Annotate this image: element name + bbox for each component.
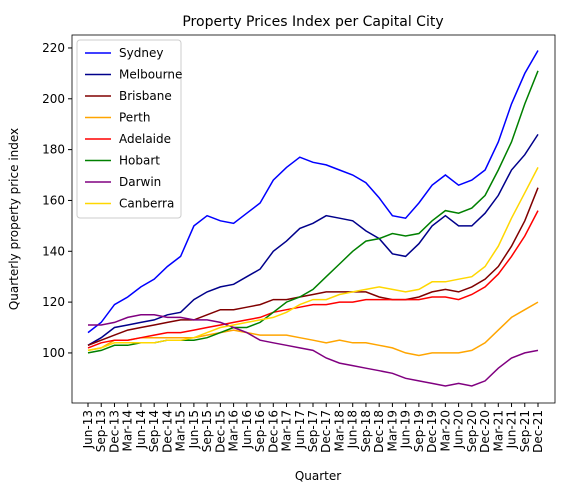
x-tick-label: Jun-19 [399, 410, 413, 449]
x-tick-label: Dec-14 [160, 410, 174, 453]
x-tick-label: Mar-18 [332, 410, 346, 451]
line-series [87, 187, 539, 346]
x-tick-label: Dec-13 [107, 410, 121, 453]
chart-title: Property Prices Index per Capital City [182, 14, 443, 30]
line-series [87, 210, 539, 349]
x-tick-label: Jun-18 [346, 410, 360, 449]
x-tick-label: Mar-14 [121, 410, 135, 451]
x-tick-label: Mar-17 [280, 410, 294, 451]
x-tick-label: Sep-21 [518, 410, 532, 452]
legend-label: Perth [119, 111, 150, 125]
y-tick-label: 200 [42, 92, 65, 106]
x-tick-label: Dec-19 [425, 410, 439, 453]
y-tick-label: 220 [42, 41, 65, 55]
x-tick-label: Mar-16 [227, 410, 241, 451]
legend-label: Canberra [119, 197, 174, 211]
x-tick-label: Sep-20 [465, 410, 479, 452]
x-tick-label: Mar-20 [438, 410, 452, 451]
plot-frame [71, 34, 556, 404]
y-tick-label: 140 [42, 244, 65, 258]
x-tick-label: Jun-16 [240, 410, 254, 449]
x-tick-label: Dec-15 [213, 410, 227, 453]
y-axis-label: Quarterly property price index [7, 128, 21, 310]
legend-label: Adelaide [119, 132, 171, 146]
legend-label: Sydney [119, 46, 163, 60]
legend-label: Hobart [119, 154, 160, 168]
y-tick-label: 100 [42, 346, 65, 360]
line-series [87, 301, 539, 357]
x-tick-label: Jun-21 [505, 410, 519, 449]
x-tick-label: Mar-15 [174, 410, 188, 451]
y-tick-label: 160 [42, 193, 65, 207]
line-series [88, 314, 539, 387]
x-tick-label: Mar-21 [491, 410, 505, 451]
x-tick-label: Jun-14 [134, 410, 148, 449]
x-tick-label: Dec-21 [531, 410, 545, 453]
x-tick-label: Sep-17 [306, 410, 320, 452]
x-tick-label: Sep-18 [359, 410, 373, 452]
x-tick-label: Sep-13 [94, 410, 108, 452]
x-tick-label: Sep-14 [147, 410, 161, 452]
x-tick-label: Dec-17 [319, 410, 333, 453]
x-tick-label: Mar-19 [385, 410, 399, 451]
x-tick-label: Sep-16 [253, 410, 267, 452]
x-tick-label: Jun-20 [452, 410, 466, 449]
x-tick-label: Jun-13 [81, 410, 95, 449]
x-tick-label: Sep-15 [200, 410, 214, 452]
y-tick-label: 120 [42, 295, 65, 309]
x-tick-label: Sep-19 [412, 410, 426, 452]
line-series [87, 167, 539, 352]
y-tick-label: 180 [42, 143, 65, 157]
legend-label: Brisbane [119, 89, 172, 103]
x-tick-label: Jun-15 [187, 410, 201, 449]
line-series [87, 50, 539, 334]
x-tick-label: Dec-20 [478, 410, 492, 453]
x-tick-label: Jun-17 [293, 410, 307, 449]
x-tick-label: Dec-18 [372, 410, 386, 453]
x-axis-label: Quarter [295, 469, 341, 483]
legend-label: Melbourne [119, 68, 182, 82]
legend-label: Darwin [119, 175, 161, 189]
x-tick-label: Dec-16 [266, 410, 280, 453]
legend-box [76, 39, 182, 219]
